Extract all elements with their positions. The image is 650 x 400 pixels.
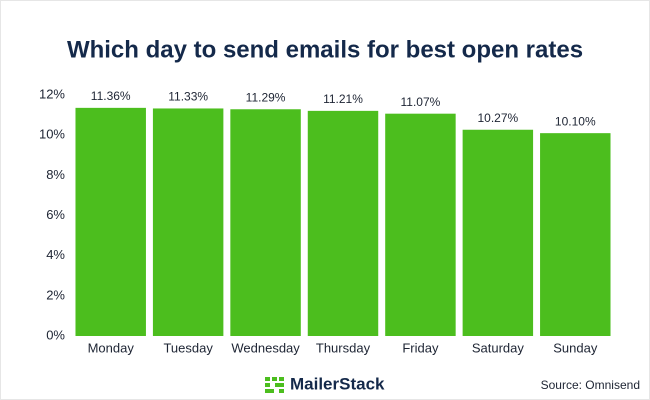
value-label: 10.27% <box>478 111 519 125</box>
source: Source: Omnisend <box>541 378 640 392</box>
x-tick-label: Monday <box>88 340 135 355</box>
x-tick-label: Sunday <box>553 340 598 355</box>
bar <box>385 113 456 337</box>
bar <box>152 108 224 336</box>
bar <box>230 109 301 337</box>
x-tick-label: Wednesday <box>231 340 300 355</box>
x-tick-label: Tuesday <box>163 340 213 355</box>
brand-logo <box>265 377 284 393</box>
y-tick-label: 8% <box>46 167 65 182</box>
value-label: 11.33% <box>168 90 208 104</box>
bar <box>462 129 534 336</box>
y-tick-label: 4% <box>46 247 65 262</box>
value-label: 11.07% <box>401 95 441 109</box>
x-tick-label: Saturday <box>472 340 525 355</box>
value-label: 11.36% <box>91 89 131 103</box>
chart-title: Which day to send emails for best open r… <box>67 36 583 63</box>
y-tick-label: 6% <box>46 207 65 222</box>
y-tick-label: 0% <box>46 327 65 342</box>
y-tick-label: 12% <box>39 86 65 101</box>
value-label: 11.21% <box>323 92 363 106</box>
bar <box>307 110 379 336</box>
value-label: 11.29% <box>246 90 286 104</box>
x-tick-label: Thursday <box>316 340 371 355</box>
value-label: 10.10% <box>555 114 596 128</box>
y-tick-label: 2% <box>46 287 65 302</box>
bar <box>75 107 146 336</box>
y-tick-label: 10% <box>39 127 65 142</box>
brand-name: MailerStack <box>290 374 385 393</box>
bar <box>540 133 611 336</box>
x-tick-label: Friday <box>402 340 439 355</box>
